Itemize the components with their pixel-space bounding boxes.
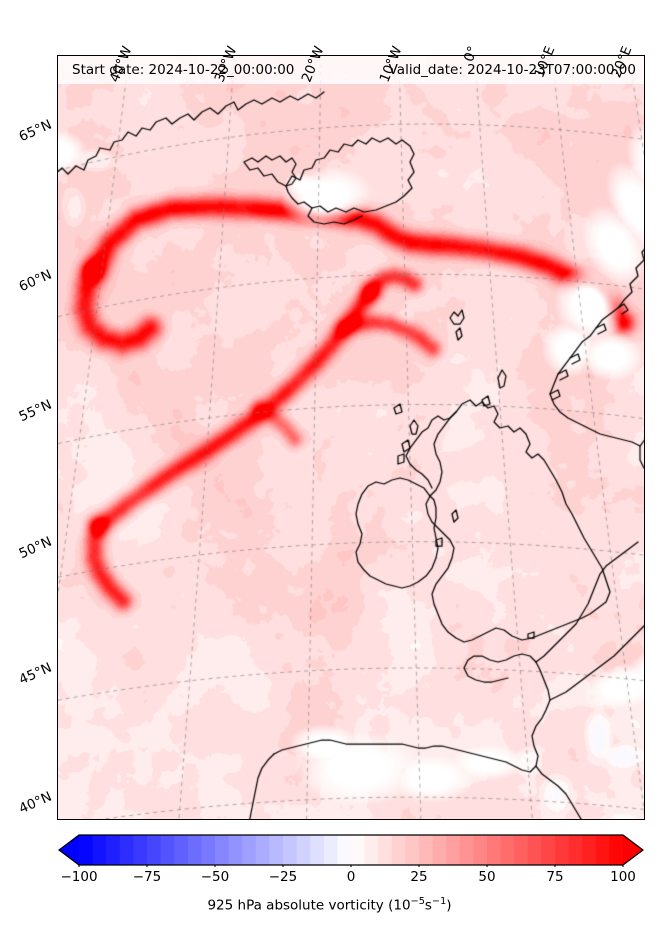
colorbar-tick-6: 50 — [478, 869, 496, 885]
lat-tick-5: 40°N — [16, 788, 55, 818]
colorbar[interactable]: −100 −75 −50 −25 0 25 50 75 100 — [57, 833, 645, 885]
lat-tick-0: 65°N — [16, 116, 55, 146]
colorbar-tick-1: −75 — [132, 869, 162, 885]
colorbar-tick-0: −100 — [60, 869, 98, 885]
lat-tick-4: 45°N — [16, 659, 55, 689]
colorbar-gradient — [58, 834, 644, 867]
vorticity-heatmap — [58, 56, 644, 819]
colorbar-axis-label: 925 hPa absolute vorticity (10−5s−1) — [207, 896, 452, 914]
colorbar-tick-4: 0 — [346, 869, 356, 885]
lat-tick-1: 60°N — [16, 266, 55, 296]
colorbar-tick-2: −50 — [200, 869, 230, 885]
colorbar-tick-8: 100 — [610, 869, 636, 885]
lat-tick-3: 50°N — [16, 533, 55, 563]
lat-tick-2: 55°N — [16, 396, 55, 426]
colorbar-tick-3: −25 — [268, 869, 298, 885]
colorbar-tick-5: 25 — [410, 869, 428, 885]
colorbar-tick-7: 75 — [546, 869, 564, 885]
